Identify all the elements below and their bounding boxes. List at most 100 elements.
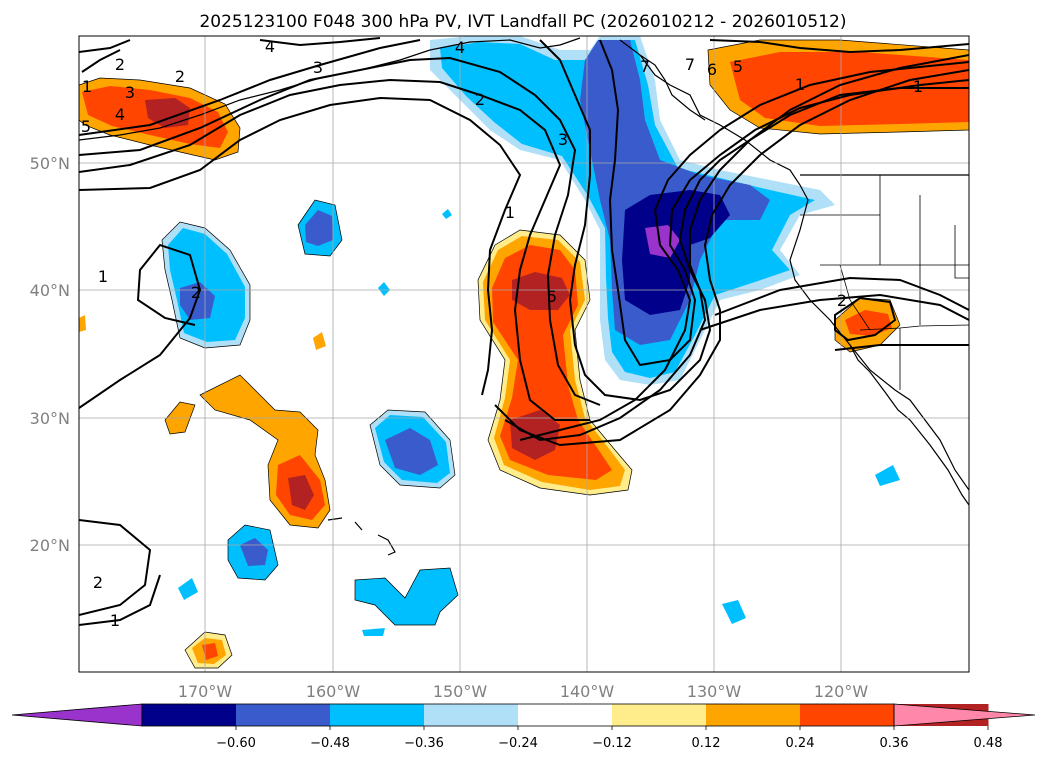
colorbar-tick-label: −0.12	[592, 736, 632, 751]
pv-contour	[699, 293, 969, 331]
pv-contour	[79, 78, 590, 421]
contour-label: 7	[640, 57, 650, 76]
contour-label: 3	[558, 130, 568, 149]
pv-contour	[79, 96, 522, 396]
contour-label: 4	[115, 105, 125, 124]
pv-contour	[519, 61, 969, 441]
fill-outline	[297, 199, 343, 257]
fill-outline	[161, 221, 251, 349]
pv-contour	[79, 39, 421, 136]
positive-region	[512, 272, 570, 310]
lon-label-130w: 130°W	[687, 682, 742, 701]
colorbar-tick-label: −0.60	[216, 736, 256, 751]
alaska-coast	[429, 37, 581, 51]
positive-region	[288, 475, 314, 510]
filled-contours	[79, 36, 969, 668]
negative-region	[378, 282, 390, 296]
contour-label: 1	[110, 611, 120, 630]
contour-label: 5	[81, 117, 91, 136]
lat-label-30n: 30°N	[30, 409, 70, 428]
fill-outline	[227, 524, 279, 581]
negative-region	[180, 282, 215, 320]
lon-label-160w: 160°W	[306, 682, 361, 701]
lon-label-150w: 150°W	[433, 682, 488, 701]
us-mexico-border	[859, 324, 969, 331]
colorbar-tick-label: 0.36	[880, 736, 909, 751]
lon-label-120w: 120°W	[814, 682, 869, 701]
fill-outline	[164, 401, 196, 435]
pv-contour	[79, 243, 202, 409]
contour-label: 1	[98, 267, 108, 286]
baja-coast	[849, 344, 969, 506]
longitude-labels: 170°W 160°W 150°W 140°W 130°W 120°W	[178, 682, 869, 701]
latitude-labels: 50°N 40°N 30°N 20°N	[30, 154, 70, 555]
contour-label: 1	[913, 77, 923, 96]
contour-label: 1	[505, 203, 515, 222]
contour-label: 2	[175, 67, 185, 86]
lat-label-20n: 20°N	[30, 536, 70, 555]
positive-region	[730, 52, 969, 126]
contour-label: 4	[265, 37, 275, 56]
fill-outline	[199, 374, 331, 529]
contour-label: 5	[547, 287, 557, 306]
map-frame	[78, 35, 970, 673]
fill-outline	[79, 77, 241, 161]
fill-outline	[707, 39, 969, 135]
colorbar-segment	[800, 704, 895, 726]
fill-outline	[477, 229, 633, 496]
colorbar-tick-label: 0.48	[974, 736, 1003, 751]
state-border	[839, 264, 901, 390]
contour-label: 2	[475, 90, 485, 109]
hawaii-islands	[327, 517, 396, 556]
positive-region	[79, 315, 86, 332]
north-america-coast	[619, 39, 969, 491]
contour-label: 2	[837, 291, 847, 310]
gridlines	[79, 36, 969, 672]
negative-region	[722, 600, 746, 624]
colorbar-segment	[612, 704, 707, 726]
contour-label: 2	[191, 283, 201, 302]
figure-title: 2025123100 F048 300 hPa PV, IVT Landfall…	[199, 12, 846, 32]
contour-label: 7	[685, 55, 695, 74]
contour-label: 3	[125, 83, 135, 102]
pv-contour	[834, 296, 897, 342]
pv-contour	[79, 519, 152, 616]
contour-label: 1	[795, 75, 805, 94]
pv-contour	[709, 39, 969, 54]
contour-labels: 2 3 4 4 3 4 2 1 1 2 3 1 2 5 6 7 5 7 1 1 …	[81, 37, 923, 630]
bc-islands	[639, 54, 706, 121]
colorbar-tick-label: 0.12	[692, 736, 721, 751]
pv-contour	[714, 276, 969, 316]
pv-contours	[79, 37, 969, 626]
colorbar-tick-label: −0.24	[498, 736, 538, 751]
contour-label: 2	[93, 573, 103, 592]
colorbar-tick-label: 0.24	[786, 736, 815, 751]
contour-label: 1	[82, 77, 92, 96]
colorbar-segment	[236, 704, 331, 726]
colorbar-extend-low	[11, 703, 143, 727]
pv-contour	[539, 39, 969, 402]
pv-contour	[504, 54, 969, 442]
pv-contour	[494, 69, 969, 447]
contour-label: 6	[707, 60, 717, 79]
positive-region	[202, 643, 218, 660]
colorbar-segment	[330, 704, 425, 726]
positive-region	[313, 332, 326, 350]
state-border	[800, 175, 969, 325]
positive-region	[845, 310, 892, 336]
lon-label-170w: 170°W	[178, 682, 233, 701]
contour-label: 4	[455, 38, 465, 57]
lon-label-140w: 140°W	[560, 682, 615, 701]
negative-region	[442, 209, 452, 219]
negative-region	[875, 465, 900, 486]
contour-label: 3	[313, 58, 323, 77]
negative-region	[178, 578, 198, 600]
negative-region	[622, 190, 730, 315]
colorbar-segment	[518, 704, 613, 726]
fill-outline	[354, 567, 459, 626]
lat-label-50n: 50°N	[30, 154, 70, 173]
negative-region	[305, 210, 333, 246]
colorbar-segment	[424, 704, 519, 726]
negative-region	[385, 428, 438, 475]
